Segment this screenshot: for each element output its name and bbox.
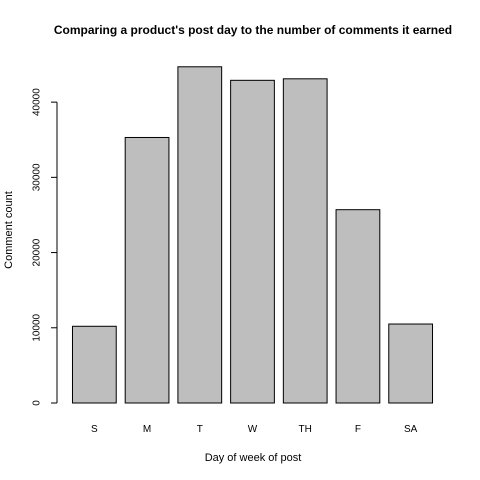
y-tick-label: 40000 [32,88,43,116]
bar-t [177,66,223,404]
y-axis: 0 10000 20000 30000 40000 [32,88,58,406]
x-tick-label: TH [299,424,312,435]
bar-w [230,79,275,404]
y-tick-label: 20000 [32,238,43,266]
x-tick-labels: S M T W TH F SA [91,424,418,435]
bar-m [124,136,170,404]
x-tick-label: W [248,424,258,435]
y-axis-label: Comment count [3,191,15,269]
y-tick-label: 10000 [32,313,43,341]
bar-sa [388,323,434,404]
x-tick-label: F [355,424,361,435]
plot-area [71,66,434,404]
bar-th [282,78,328,404]
x-axis-label: Day of week of post [205,452,302,464]
y-tick-label: 0 [32,400,43,406]
x-tick-label: S [91,424,98,435]
bar-s [71,325,117,404]
chart-title: Comparing a product's post day to the nu… [54,23,452,37]
x-tick-label: T [197,424,203,435]
bar-f [335,209,381,404]
x-tick-label: M [143,424,151,435]
x-tick-label: SA [404,424,418,435]
y-tick-label: 30000 [32,163,43,191]
